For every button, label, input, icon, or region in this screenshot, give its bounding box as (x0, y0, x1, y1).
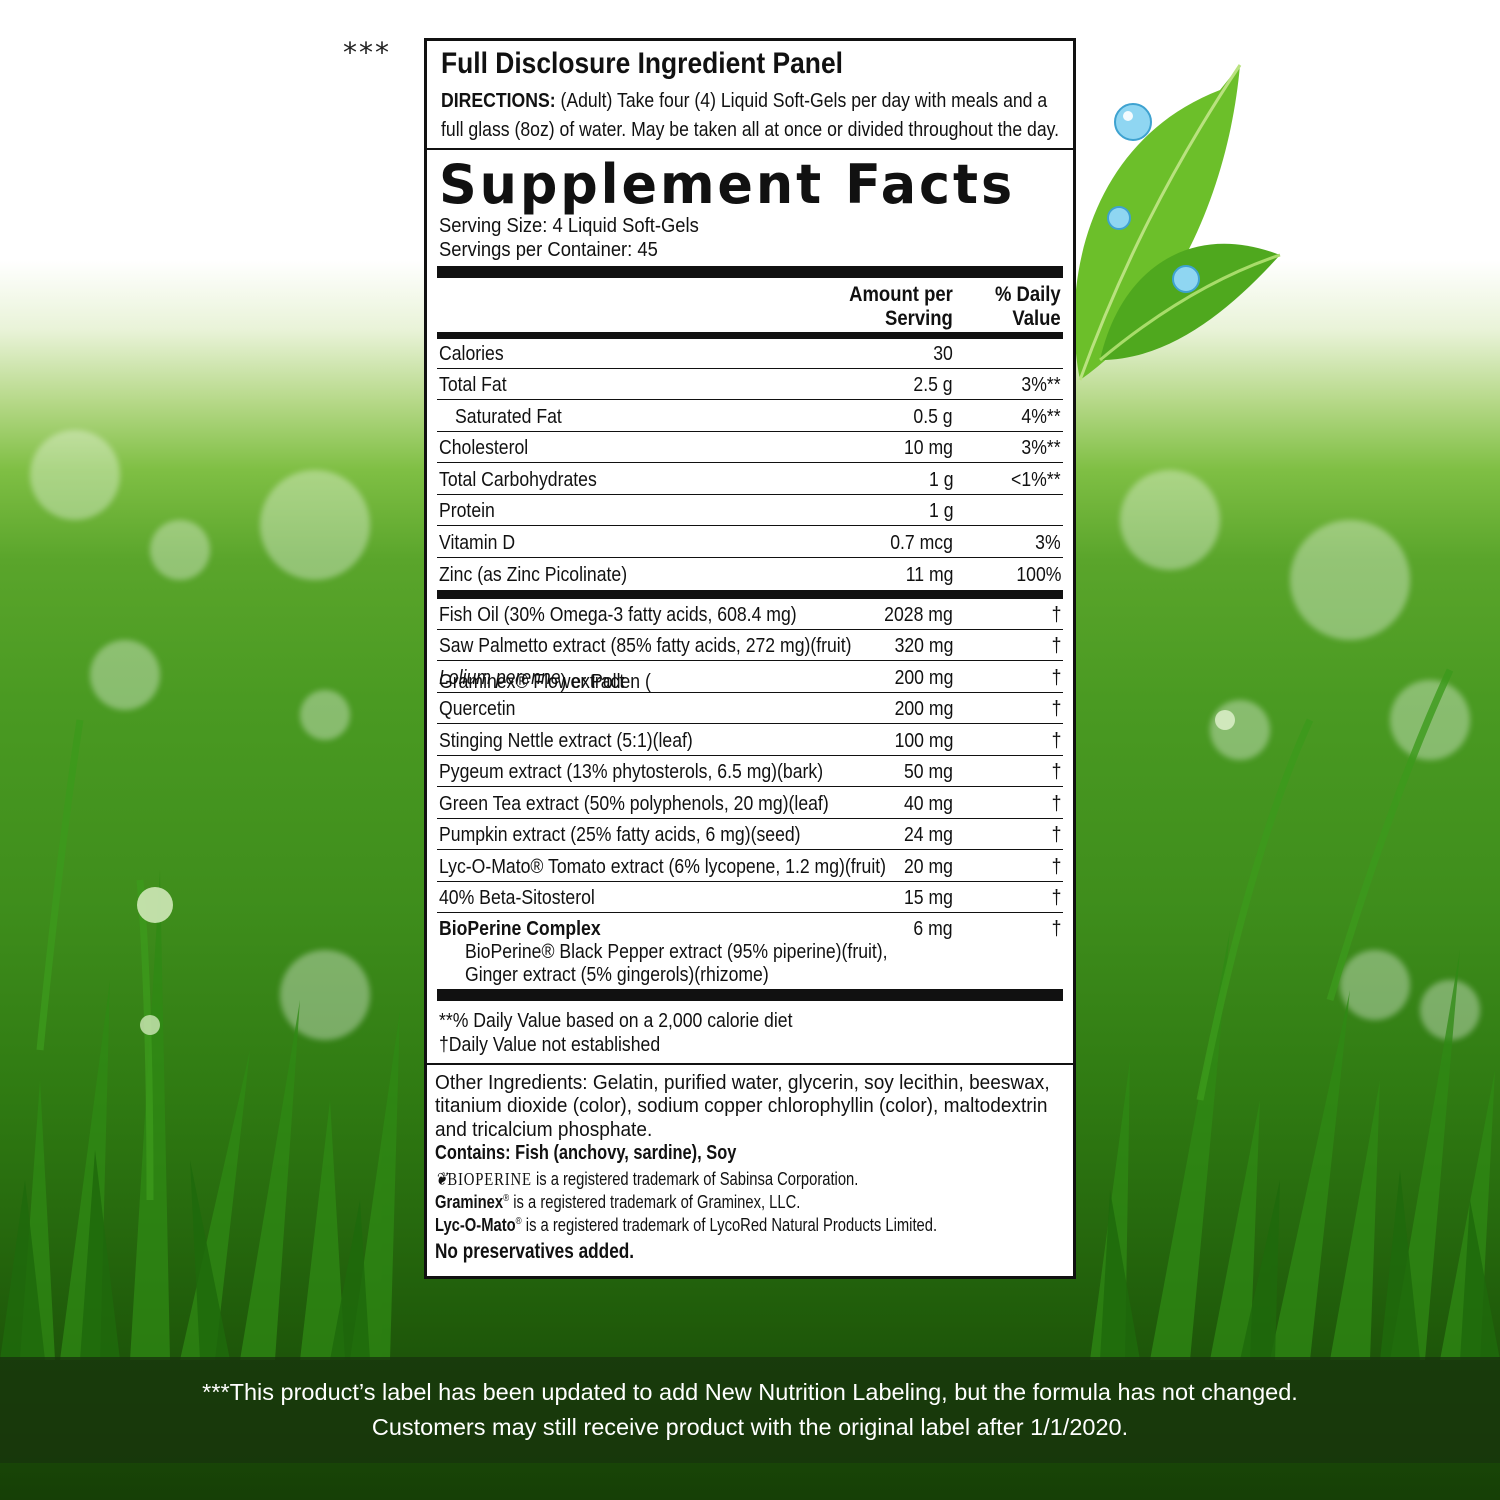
nutrient-row: Vitamin D 0.7 mcg 3% (437, 527, 1063, 558)
directions-label: DIRECTIONS: (441, 89, 556, 112)
thick-divider (437, 266, 1063, 278)
no-preservatives: No preservatives added. (435, 1240, 635, 1263)
notice-line-1: ***This product’s label has been updated… (202, 1379, 1298, 1405)
serving-size: Serving Size: 4 Liquid Soft-Gels (439, 215, 699, 237)
ingredient-row: Saw Palmetto extract (85% fatty acids, 2… (437, 630, 1063, 661)
thick-divider (437, 332, 1063, 339)
label-update-notice: ***This product’s label has been updated… (0, 1357, 1500, 1463)
other-ingredients-line-1: Other Ingredients: Gelatin, purified wat… (435, 1071, 1050, 1094)
ingredient-panel: Full Disclosure Ingredient Panel DIRECTI… (424, 38, 1076, 1279)
nutrient-row: Cholesterol 10 mg 3%** (437, 432, 1063, 463)
thick-divider (437, 989, 1063, 1001)
supplement-facts-title: Supplement Facts (439, 153, 1016, 216)
panel-title: Full Disclosure Ingredient Panel (441, 47, 843, 80)
nutrient-row: Total Carbohydrates 1 g <1%** (437, 464, 1063, 495)
col-header-amount: Amount per Serving (849, 283, 953, 330)
other-ingredients-line-2: titanium dioxide (color), sodium copper … (435, 1094, 1048, 1117)
directions-line-1: DIRECTIONS: (Adult) Take four (4) Liquid… (441, 89, 1048, 112)
bioperine-row: BioPerine Complex 6 mg † BioPerine® Blac… (439, 917, 1061, 986)
ingredient-row: Green Tea extract (50% polyphenols, 20 m… (437, 788, 1063, 819)
nutrient-row: Total Fat 2.5 g 3%** (437, 369, 1063, 400)
leaves-illustration (1074, 64, 1281, 381)
ingredient-row: Pygeum extract (13% phytosterols, 6.5 mg… (437, 756, 1063, 787)
nutrient-row: Protein 1 g (437, 495, 1063, 526)
asterisk-marker: *** (343, 36, 391, 69)
trademark-bioperine: ❦BIOPERINE is a registered trademark of … (435, 1169, 859, 1189)
divider (427, 1063, 1073, 1065)
contains-allergens: Contains: Fish (anchovy, sardine), Soy (435, 1142, 737, 1164)
col-header-daily-value: % Daily Value (995, 283, 1061, 330)
ingredient-row: 40% Beta-Sitosterol 15 mg † (437, 882, 1063, 913)
ingredient-row: Stinging Nettle extract (5:1)(leaf) 100 m… (437, 725, 1063, 756)
trademark-lycomato: Lyc-O-Mato® is a registered trademark of… (435, 1215, 938, 1235)
pepper-leaf-icon: ❦ (435, 1169, 448, 1189)
nutrient-row: Calories 30 (437, 338, 1063, 369)
servings-per-container: Servings per Container: 45 (439, 239, 658, 261)
nutrient-row: Saturated Fat 0.5 g 4%** (437, 401, 1063, 432)
other-ingredients-line-3: and tricalcium phosphate. (435, 1118, 653, 1141)
divider (427, 148, 1073, 150)
footnote-dagger: †Daily Value not established (439, 1033, 661, 1056)
ingredient-row: Graminex® Flower Pollen (Lolium perenne)… (437, 662, 1063, 693)
ingredient-row: Lyc-O-Mato® Tomato extract (6% lycopene,… (437, 851, 1063, 882)
notice-line-2: Customers may still receive product with… (371, 1414, 1129, 1440)
ingredient-row: Quercetin 200 mg † (437, 693, 1063, 724)
footnote-daily-value: **% Daily Value based on a 2,000 calorie… (439, 1009, 793, 1032)
ingredient-row: Fish Oil (30% Omega-3 fatty acids, 608.4… (437, 599, 1063, 630)
trademark-graminex: Graminex® is a registered trademark of G… (435, 1192, 801, 1212)
nutrient-row: Zinc (as Zinc Picolinate) 11 mg 100% (439, 563, 1061, 586)
thick-divider (437, 590, 1063, 599)
directions-line-2: full glass (8oz) of water. May be taken … (441, 118, 1060, 141)
ingredient-row: Pumpkin extract (25% fatty acids, 6 mg)(… (437, 819, 1063, 850)
